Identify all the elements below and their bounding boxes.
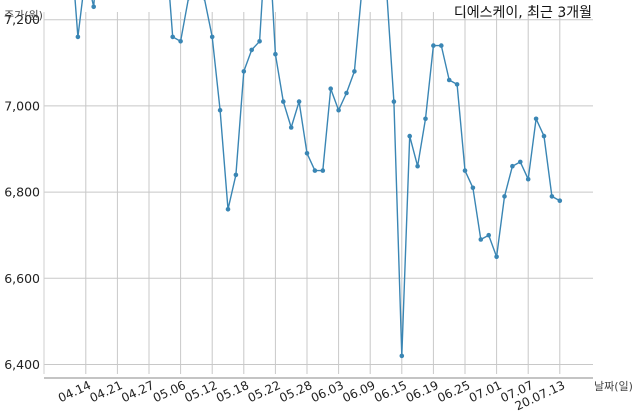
price-point [423,116,428,122]
price-point [178,39,183,44]
price-point [209,34,215,40]
price-point [320,168,326,173]
price-point [225,207,231,212]
price-point [502,194,507,199]
price-point [217,107,223,113]
price-point [352,69,357,74]
price-point [415,163,420,169]
price-point [557,198,563,203]
price-point [249,47,254,53]
price-point [328,86,334,91]
price-point [541,133,547,139]
price-point [75,34,81,40]
price-point [470,185,476,191]
y-axis-label: 주가(원) [4,9,43,22]
price-point [439,43,444,48]
price-point [281,99,286,104]
price-point [399,353,405,359]
y-tick-label: 6,800 [4,185,40,200]
grid-layer [44,12,593,374]
price-point [304,151,310,156]
price-point [91,4,96,10]
price-point [525,176,531,182]
price-point [549,194,555,199]
price-point [407,133,413,139]
price-point [336,107,341,113]
y-tick-label: 7,200 [4,12,40,27]
x-axis-label: 날짜(일) [594,379,633,393]
price-point [518,159,523,165]
price-point [478,237,484,242]
y-tick-label: 6,400 [4,357,40,372]
price-point [462,168,468,173]
price-series [74,0,563,359]
price-point [241,69,247,74]
y-tick-label: 6,600 [4,271,40,286]
chart-title: 디에스케이, 최근 3개월 [454,5,592,21]
price-point [486,232,492,238]
price-point [431,43,436,48]
y-tick-label: 7,000 [4,98,40,113]
price-point [344,90,349,96]
price-point [257,39,262,44]
price-point [454,82,460,87]
price-point [533,116,539,122]
price-point [446,77,452,83]
price-point [312,168,318,173]
x-tick-labels: 04.1404.2104.2705.0605.1205.1805.2205.28… [56,378,567,413]
price-point [494,254,499,260]
price-point [170,34,175,40]
price-point [391,99,397,104]
price-point [510,163,515,169]
price-line [74,0,561,357]
price-point [296,99,302,104]
price-point [288,125,294,130]
price-point [273,51,278,57]
price-point [233,172,239,178]
